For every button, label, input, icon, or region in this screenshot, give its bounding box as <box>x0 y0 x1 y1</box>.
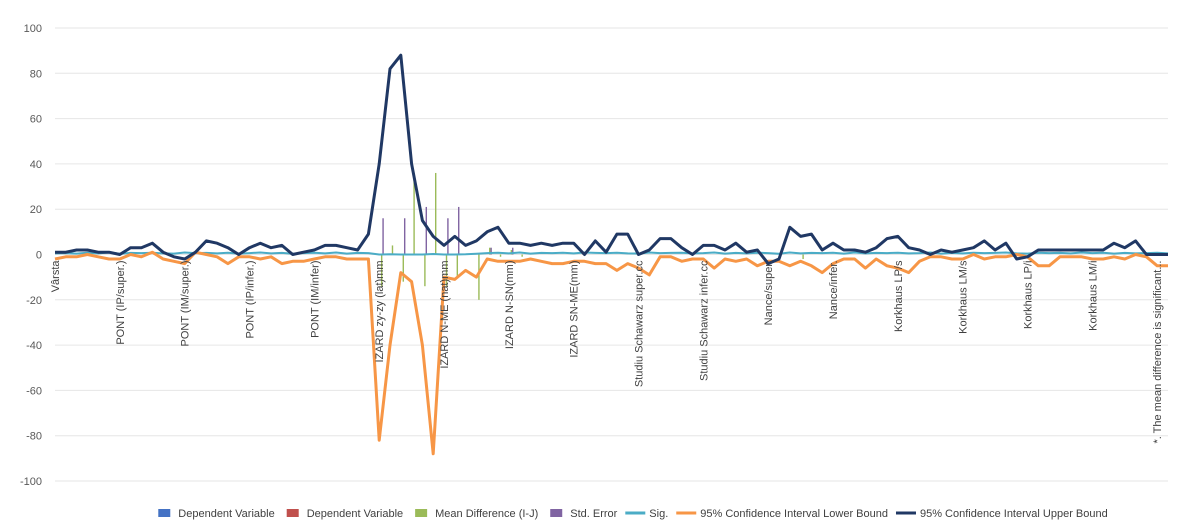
bar <box>458 206 460 255</box>
bar <box>512 247 514 255</box>
category-labels: Vârsta PONT (IP/super.) PONT (IM/super.) PO… <box>50 260 1164 444</box>
bar <box>402 254 404 282</box>
category-label: *. The mean difference is significant... <box>1152 261 1164 444</box>
category-label: PONT (IM/infer) <box>309 261 321 338</box>
bar <box>391 245 394 255</box>
y-tick-label: 80 <box>30 68 42 80</box>
y-tick-label: -60 <box>26 385 42 397</box>
bar <box>403 218 406 255</box>
gridlines <box>55 27 1168 482</box>
line-series <box>54 53 1169 456</box>
category-label: IZARD SN-ME(mm) <box>569 261 581 358</box>
category-label: PONT (IP/super.) <box>115 261 127 345</box>
bar <box>490 247 492 255</box>
bar-series <box>380 172 804 300</box>
legend-swatch <box>415 509 428 517</box>
bar <box>380 254 383 287</box>
legend: Dependent Variable Dependent Variable Mean… <box>158 508 1108 520</box>
legend-swatch <box>158 509 171 517</box>
bar <box>489 247 491 255</box>
bar <box>435 172 437 255</box>
y-tick-label: 20 <box>30 204 42 216</box>
category-label: Studiu Schawarz infer.cc <box>698 260 710 381</box>
category-label: Vârsta <box>50 260 62 293</box>
bar <box>521 254 523 257</box>
series-line <box>54 250 1168 456</box>
bar <box>424 254 426 287</box>
category-label: Nance/super. <box>763 261 775 326</box>
legend-label: Std. Error <box>570 508 617 520</box>
bar <box>413 172 415 255</box>
bar <box>499 254 502 257</box>
category-label: Korkhaus LP/i <box>1023 261 1035 329</box>
y-axis: -100 -80 -60 -40 -20 0 20 40 60 80 100 <box>20 23 42 488</box>
y-tick-label: -100 <box>20 476 42 488</box>
y-tick-label: -40 <box>26 340 42 352</box>
category-label: IZARD N-SN(mm) <box>504 261 516 350</box>
category-label: PONT (IP/infer.) <box>245 261 257 339</box>
bar <box>445 254 448 287</box>
legend-label: Dependent Variable <box>307 508 403 520</box>
y-tick-label: 60 <box>30 114 42 126</box>
legend-swatch <box>550 509 563 517</box>
bar <box>382 218 384 255</box>
bar <box>447 218 449 255</box>
category-label: IZARD zy-zy (lat)mm <box>374 261 386 363</box>
legend-label: Dependent Variable <box>178 508 274 520</box>
category-label: Studiu Schawarz super.cc <box>634 260 646 387</box>
y-tick-label: -20 <box>26 295 42 307</box>
category-label: Korkhaus LM/i <box>1087 261 1099 331</box>
legend-label: 95% Confidence Interval Lower Bound <box>700 508 888 520</box>
category-label: Korkhaus LP/s <box>893 260 905 332</box>
y-tick-label: 100 <box>24 23 42 35</box>
legend-label: Sig. <box>649 508 668 520</box>
bar <box>478 254 480 300</box>
y-tick-label: 40 <box>30 159 42 171</box>
legend-swatch <box>286 509 299 517</box>
category-label: IZARD N-ME (nat)mm <box>439 261 451 369</box>
category-label: PONT (IM/super.) <box>180 261 192 347</box>
category-label: Nance/infer. <box>828 261 840 320</box>
bar <box>456 254 459 278</box>
legend-label: 95% Confidence Interval Upper Bound <box>920 508 1108 520</box>
bar <box>802 254 804 260</box>
series-line <box>55 53 1168 266</box>
legend-label: Mean Difference (I-J) <box>435 508 538 520</box>
category-label: Korkhaus LM/s <box>958 260 970 334</box>
y-tick-label: -80 <box>26 431 42 443</box>
bar <box>425 206 427 255</box>
y-tick-label: 0 <box>36 250 42 262</box>
